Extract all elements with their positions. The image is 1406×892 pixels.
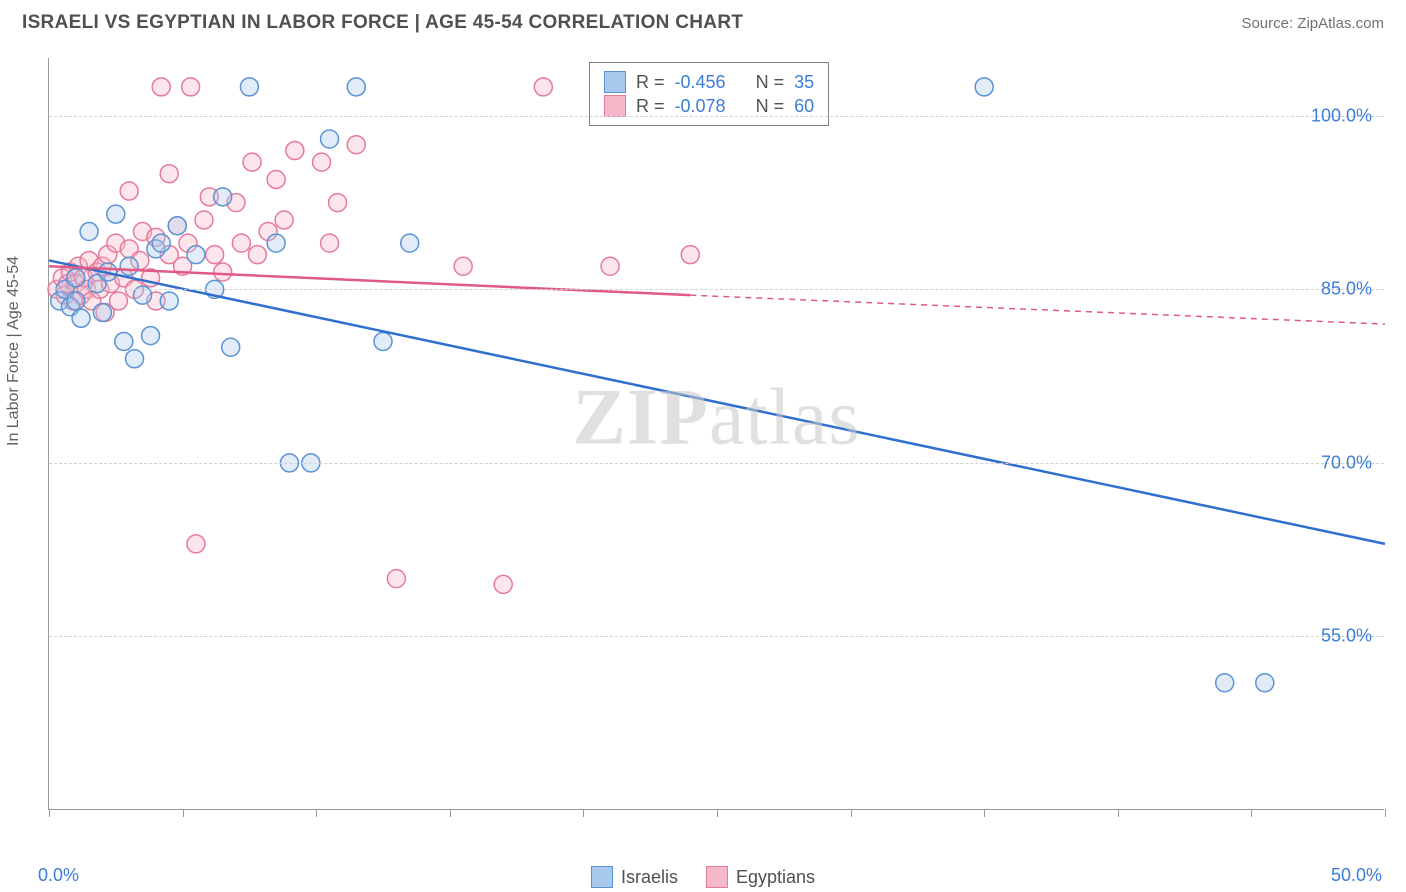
data-point bbox=[152, 234, 170, 252]
data-point bbox=[534, 78, 552, 96]
data-point bbox=[195, 211, 213, 229]
regression-line bbox=[49, 260, 1385, 543]
x-tick bbox=[316, 809, 317, 817]
x-tick bbox=[851, 809, 852, 817]
chart-header: ISRAELI VS EGYPTIAN IN LABOR FORCE | AGE… bbox=[0, 0, 1406, 42]
data-point bbox=[374, 332, 392, 350]
data-point bbox=[126, 350, 144, 368]
gridline bbox=[49, 289, 1384, 290]
x-tick bbox=[717, 809, 718, 817]
data-point bbox=[214, 188, 232, 206]
data-point bbox=[387, 570, 405, 588]
chart-title: ISRAELI VS EGYPTIAN IN LABOR FORCE | AGE… bbox=[22, 12, 743, 34]
legend-swatch bbox=[604, 71, 626, 93]
x-axis-max-label: 50.0% bbox=[1331, 865, 1382, 886]
data-point bbox=[454, 257, 472, 275]
data-point bbox=[120, 182, 138, 200]
legend-item: Egyptians bbox=[706, 866, 815, 888]
r-value: -0.078 bbox=[675, 96, 726, 117]
legend-label: Israelis bbox=[621, 867, 678, 888]
data-point bbox=[321, 130, 339, 148]
data-point bbox=[67, 292, 85, 310]
y-tick-label: 100.0% bbox=[1311, 105, 1372, 126]
data-point bbox=[187, 246, 205, 264]
chart-svg bbox=[49, 58, 1384, 809]
data-point bbox=[67, 269, 85, 287]
data-point bbox=[681, 246, 699, 264]
data-point bbox=[160, 165, 178, 183]
chart-source: Source: ZipAtlas.com bbox=[1241, 15, 1384, 32]
data-point bbox=[80, 223, 98, 241]
x-tick bbox=[1385, 809, 1386, 817]
data-point bbox=[152, 78, 170, 96]
gridline bbox=[49, 116, 1384, 117]
y-axis-title: In Labor Force | Age 45-54 bbox=[5, 256, 23, 446]
data-point bbox=[107, 205, 125, 223]
legend-swatch bbox=[604, 95, 626, 117]
legend-label: Egyptians bbox=[736, 867, 815, 888]
data-point bbox=[275, 211, 293, 229]
y-tick-label: 85.0% bbox=[1321, 279, 1372, 300]
x-tick bbox=[984, 809, 985, 817]
data-point bbox=[168, 217, 186, 235]
data-point bbox=[347, 78, 365, 96]
data-point bbox=[1216, 674, 1234, 692]
data-point bbox=[160, 292, 178, 310]
x-tick bbox=[450, 809, 451, 817]
data-point bbox=[313, 153, 331, 171]
gridline bbox=[49, 463, 1384, 464]
data-point bbox=[1256, 674, 1274, 692]
legend-swatch bbox=[706, 866, 728, 888]
data-point bbox=[329, 194, 347, 212]
data-point bbox=[222, 338, 240, 356]
data-point bbox=[267, 234, 285, 252]
data-point bbox=[494, 575, 512, 593]
data-point bbox=[267, 170, 285, 188]
series-legend: Israelis Egyptians bbox=[591, 866, 815, 888]
data-point bbox=[975, 78, 993, 96]
gridline bbox=[49, 636, 1384, 637]
data-point bbox=[321, 234, 339, 252]
legend-stat-row: R = -0.078 N = 60 bbox=[604, 95, 814, 117]
data-point bbox=[109, 292, 127, 310]
data-point bbox=[248, 246, 266, 264]
data-point bbox=[232, 234, 250, 252]
x-tick bbox=[583, 809, 584, 817]
r-label: R = bbox=[636, 72, 665, 93]
data-point bbox=[214, 263, 232, 281]
n-value: 60 bbox=[794, 96, 814, 117]
legend-swatch bbox=[591, 866, 613, 888]
x-tick bbox=[1118, 809, 1119, 817]
regression-line bbox=[690, 295, 1385, 324]
n-value: 35 bbox=[794, 72, 814, 93]
data-point bbox=[240, 78, 258, 96]
n-label: N = bbox=[756, 72, 785, 93]
r-label: R = bbox=[636, 96, 665, 117]
data-point bbox=[401, 234, 419, 252]
data-point bbox=[93, 304, 111, 322]
legend-item: Israelis bbox=[591, 866, 678, 888]
data-point bbox=[120, 257, 138, 275]
plot-area: ZIPatlas R = -0.456N = 35R = -0.078N = 6… bbox=[48, 58, 1384, 810]
data-point bbox=[206, 246, 224, 264]
data-point bbox=[72, 309, 90, 327]
n-label: N = bbox=[756, 96, 785, 117]
data-point bbox=[347, 136, 365, 154]
x-tick bbox=[183, 809, 184, 817]
y-tick-label: 70.0% bbox=[1321, 452, 1372, 473]
data-point bbox=[182, 78, 200, 96]
y-tick-label: 55.0% bbox=[1321, 626, 1372, 647]
data-point bbox=[187, 535, 205, 553]
x-tick bbox=[1251, 809, 1252, 817]
x-axis-min-label: 0.0% bbox=[38, 865, 79, 886]
data-point bbox=[142, 327, 160, 345]
data-point bbox=[243, 153, 261, 171]
data-point bbox=[601, 257, 619, 275]
legend-stat-row: R = -0.456 N = 35 bbox=[604, 71, 814, 93]
data-point bbox=[115, 332, 133, 350]
r-value: -0.456 bbox=[675, 72, 726, 93]
x-tick bbox=[49, 809, 50, 817]
data-point bbox=[286, 142, 304, 160]
